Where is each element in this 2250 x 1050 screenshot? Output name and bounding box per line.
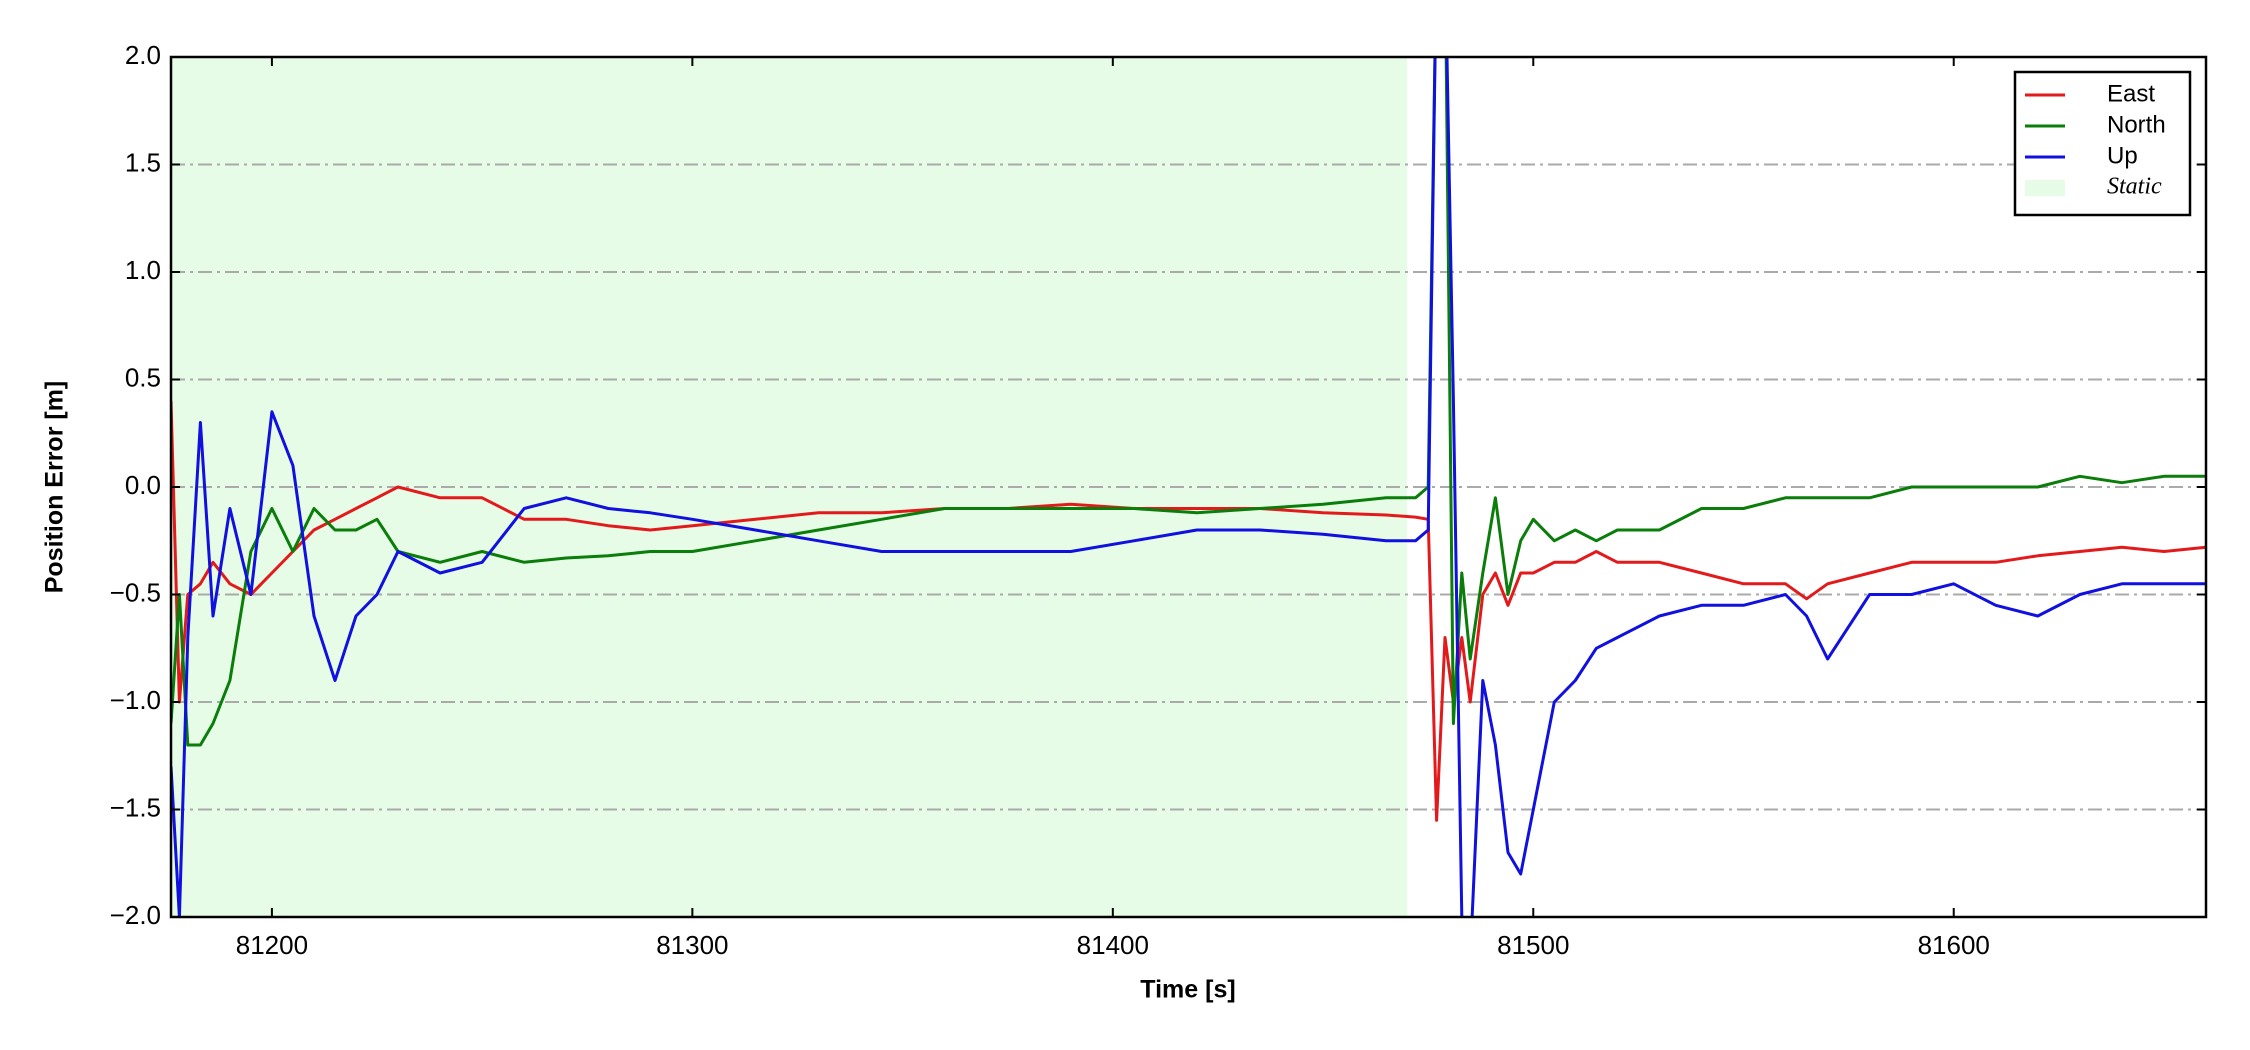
legend-swatch — [2025, 180, 2065, 196]
legend: East North Up Static — [2013, 70, 2192, 217]
y-tick-label: −1.5 — [110, 792, 161, 822]
legend-label: North — [2107, 111, 2166, 138]
y-tick-label: 0.0 — [125, 470, 161, 500]
x-tick-label: 81600 — [1918, 930, 1990, 960]
y-tick-label: 1.5 — [125, 147, 161, 177]
series-line — [171, 400, 2206, 822]
y-tick-label: −2.0 — [110, 900, 161, 930]
y-tick-label: 2.0 — [125, 40, 161, 70]
legend-label: Up — [2107, 142, 2138, 169]
plot-area — [171, 57, 2206, 917]
plot-frame — [169, 55, 2208, 919]
y-tick-label: 0.5 — [125, 362, 161, 392]
x-axis-label: Time [s] — [1140, 976, 1235, 1004]
series-line — [171, 57, 2206, 747]
x-tick-label: 81500 — [1497, 930, 1569, 960]
series-line — [171, 57, 2206, 917]
x-tick-label: 81200 — [236, 930, 308, 960]
x-tick-label: 81300 — [656, 930, 728, 960]
legend-label: Static — [2107, 174, 2162, 200]
y-tick-label: −1.0 — [110, 685, 161, 715]
span-region — [171, 57, 1408, 917]
legend-label: East — [2107, 80, 2155, 107]
y-tick-label: 1.0 — [125, 255, 161, 285]
y-tick-label: −0.5 — [110, 577, 161, 607]
x-tick-label: 81400 — [1077, 930, 1149, 960]
y-axis-label: Position Error [m] — [41, 381, 69, 594]
